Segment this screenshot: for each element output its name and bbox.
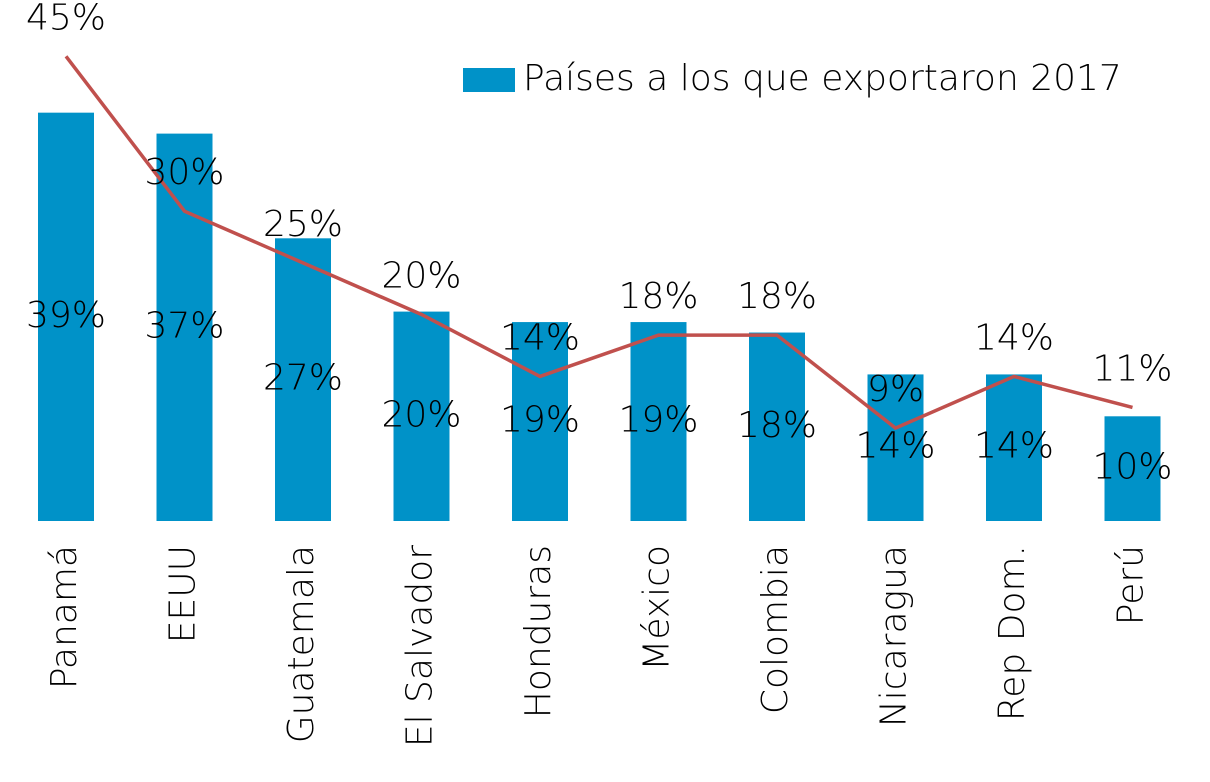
data-label: 14% bbox=[974, 426, 1054, 467]
x-tick-label: Guatemala bbox=[281, 545, 322, 743]
data-label: 14% bbox=[855, 426, 935, 467]
data-label: 27% bbox=[263, 358, 343, 399]
x-tick-label: Panamá bbox=[44, 545, 85, 689]
bar bbox=[630, 322, 687, 521]
data-label: 20% bbox=[381, 394, 461, 435]
bar bbox=[986, 374, 1042, 521]
bar bbox=[1104, 416, 1161, 521]
bar bbox=[275, 238, 331, 521]
x-tick-label: Rep Dom. bbox=[992, 545, 1033, 721]
data-label: 14% bbox=[500, 317, 580, 358]
data-label: 39% bbox=[26, 295, 106, 336]
bar bbox=[156, 133, 213, 522]
line-series bbox=[64, 55, 1133, 431]
data-label: 25% bbox=[263, 204, 343, 245]
x-tick-label: Honduras bbox=[518, 545, 559, 718]
x-tick-label: Nicaragua bbox=[874, 545, 915, 727]
x-tick-label: Perú bbox=[1111, 545, 1152, 625]
x-tick-label: El Salvador bbox=[400, 545, 441, 747]
data-label: 37% bbox=[144, 305, 224, 346]
data-label: 20% bbox=[381, 255, 461, 296]
legend-swatch bbox=[463, 68, 515, 92]
bar bbox=[749, 332, 805, 521]
legend-label: Países a los que exportaron 2017 bbox=[523, 58, 1122, 99]
bar bbox=[38, 112, 94, 522]
data-label: 19% bbox=[618, 400, 698, 441]
bar bbox=[512, 322, 568, 521]
data-label: 9% bbox=[867, 369, 924, 410]
data-label: 14% bbox=[974, 317, 1054, 358]
data-label: 18% bbox=[737, 276, 817, 317]
bar bbox=[867, 374, 924, 521]
data-label: 10% bbox=[1092, 447, 1172, 488]
data-label: 45% bbox=[26, 0, 106, 38]
data-label: 11% bbox=[1092, 348, 1172, 389]
x-tick-label: EEUU bbox=[163, 545, 204, 643]
data-label: 18% bbox=[618, 276, 698, 317]
bar bbox=[393, 311, 450, 521]
x-tick-label: México bbox=[637, 545, 678, 671]
data-label: 18% bbox=[737, 405, 817, 446]
data-label: 19% bbox=[500, 400, 580, 441]
x-tick-label: Colombia bbox=[755, 545, 796, 714]
data-label: 30% bbox=[144, 152, 224, 193]
